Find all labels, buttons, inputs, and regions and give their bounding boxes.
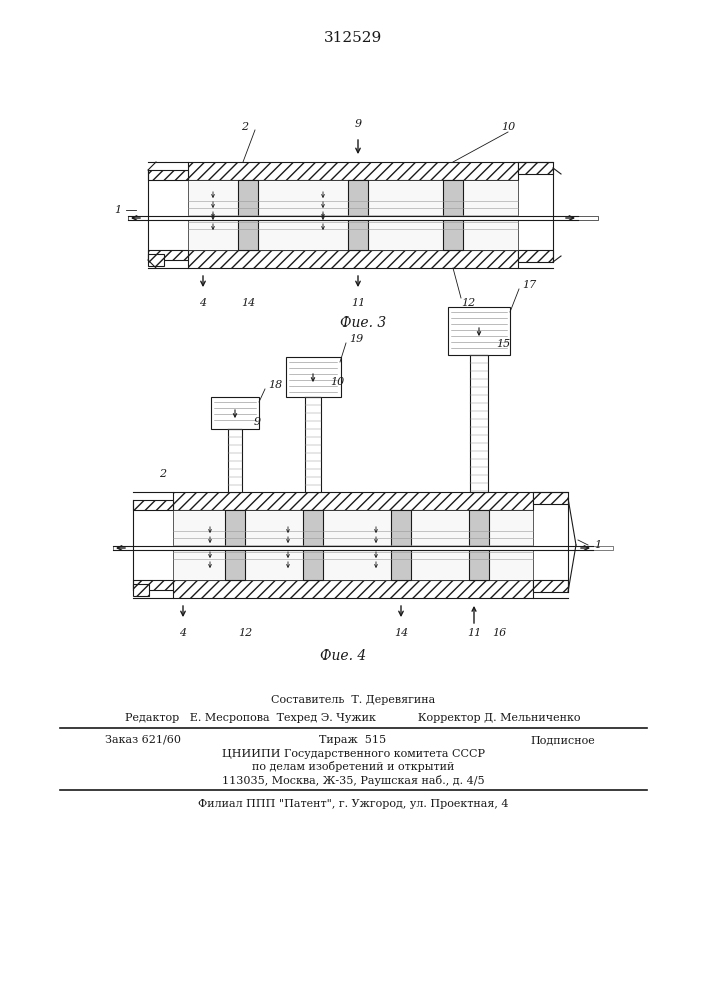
Bar	[518, 250, 553, 262]
Text: 15: 15	[496, 339, 510, 349]
Bar	[133, 584, 149, 596]
Bar	[188, 162, 518, 180]
Bar	[470, 355, 488, 492]
Text: 11: 11	[467, 628, 481, 638]
Text: Заказ 621/60: Заказ 621/60	[105, 735, 181, 745]
Text: 19: 19	[349, 334, 363, 344]
Text: Фие. 3: Фие. 3	[340, 316, 386, 330]
Text: 113035, Москва, Ж-35, Раушская наб., д. 4/5: 113035, Москва, Ж-35, Раушская наб., д. …	[222, 774, 484, 786]
Bar	[303, 510, 323, 580]
Text: 12: 12	[461, 298, 475, 308]
Text: 9: 9	[354, 119, 361, 129]
Text: Тираж  515: Тираж 515	[320, 735, 387, 745]
Text: 11: 11	[351, 298, 365, 308]
Bar	[533, 580, 568, 592]
Bar	[391, 510, 411, 580]
Text: 12: 12	[238, 628, 252, 638]
Text: Составитель  Т. Деревягина: Составитель Т. Деревягина	[271, 695, 435, 705]
Bar	[133, 580, 173, 590]
Text: 14: 14	[394, 628, 408, 638]
Bar	[448, 307, 510, 355]
Bar	[211, 397, 259, 429]
Text: 1: 1	[115, 205, 122, 215]
Bar	[238, 180, 258, 250]
Bar	[469, 510, 489, 580]
Text: 10: 10	[330, 377, 344, 387]
Text: 18: 18	[268, 380, 282, 390]
Text: 17: 17	[522, 280, 536, 290]
Text: 16: 16	[492, 628, 506, 638]
Bar	[348, 180, 368, 250]
Bar	[173, 492, 533, 510]
Bar	[133, 500, 173, 510]
Bar	[148, 250, 188, 260]
Bar	[173, 510, 533, 580]
Text: Подписное: Подписное	[530, 735, 595, 745]
Text: по делам изобретений и открытий: по делам изобретений и открытий	[252, 762, 454, 772]
Bar	[518, 162, 553, 174]
Bar	[305, 397, 321, 492]
Text: Фие. 4: Фие. 4	[320, 649, 366, 663]
Bar	[173, 580, 533, 598]
Text: 9: 9	[253, 417, 261, 427]
Text: 10: 10	[501, 122, 515, 132]
Text: 14: 14	[241, 298, 255, 308]
Bar	[533, 492, 568, 504]
Text: Редактор   Е. Месропова  Техред Э. Чужик            Корректор Д. Мельниченко: Редактор Е. Месропова Техред Э. Чужик Ко…	[125, 713, 580, 723]
Text: Филиал ППП "Патент", г. Ужгород, ул. Проектная, 4: Филиал ППП "Патент", г. Ужгород, ул. Про…	[198, 799, 508, 809]
Text: 312529: 312529	[324, 31, 382, 45]
Bar	[188, 180, 518, 250]
Bar	[148, 170, 188, 180]
Bar	[443, 180, 463, 250]
Text: 2: 2	[241, 122, 249, 132]
Bar	[225, 510, 245, 580]
Text: ЦНИИПИ Государственного комитета СССР: ЦНИИПИ Государственного комитета СССР	[221, 749, 484, 759]
Bar	[286, 357, 341, 397]
Text: 2: 2	[160, 469, 167, 479]
Text: 4: 4	[180, 628, 187, 638]
Bar	[128, 216, 598, 220]
Bar	[188, 250, 518, 268]
Bar	[113, 546, 613, 550]
Bar	[148, 254, 164, 266]
Text: 4: 4	[199, 298, 206, 308]
Text: 1: 1	[595, 540, 602, 550]
Bar	[228, 429, 242, 492]
